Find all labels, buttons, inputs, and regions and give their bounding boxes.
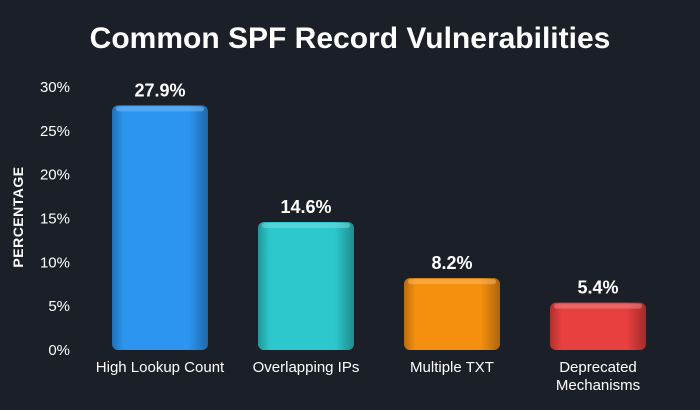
bar-value-label: 14.6% [280, 197, 331, 217]
bar-highlight [408, 279, 496, 285]
y-tick-label: 25% [40, 123, 70, 140]
y-tick-label: 0% [48, 342, 70, 359]
bars [112, 105, 646, 350]
y-tick-label: 30% [40, 79, 70, 96]
bar [112, 105, 208, 350]
category-label: Overlapping IPs [253, 359, 360, 376]
y-axis-label: PERCENTAGE [10, 166, 26, 267]
x-axis: High Lookup Count Overlapping IPs Multiple… [96, 359, 640, 394]
bar-highlight [262, 223, 350, 229]
bar [550, 302, 646, 350]
category-label: High Lookup Count [96, 359, 225, 376]
bar-value-label: 5.4% [577, 278, 618, 298]
category-label: Deprecated Mechanisms [556, 359, 640, 394]
bar [258, 222, 354, 350]
bar-highlight [554, 303, 642, 309]
y-tick-label: 20% [40, 167, 70, 184]
value-labels: 27.9% 14.6% 8.2% 5.4% [134, 80, 618, 297]
y-tick-label: 10% [40, 254, 70, 271]
bar-value-label: 8.2% [431, 253, 472, 273]
chart-title: Common SPF Record Vulnerabilities [90, 22, 611, 55]
y-tick-label: 15% [40, 211, 70, 228]
category-label: Multiple TXT [410, 359, 494, 376]
bar [404, 278, 500, 350]
bar-value-label: 27.9% [134, 80, 185, 100]
y-tick-label: 5% [48, 298, 70, 315]
bar-highlight [116, 106, 204, 112]
y-axis: 0% 5% 10% 15% 20% 25% 30% [40, 79, 70, 359]
